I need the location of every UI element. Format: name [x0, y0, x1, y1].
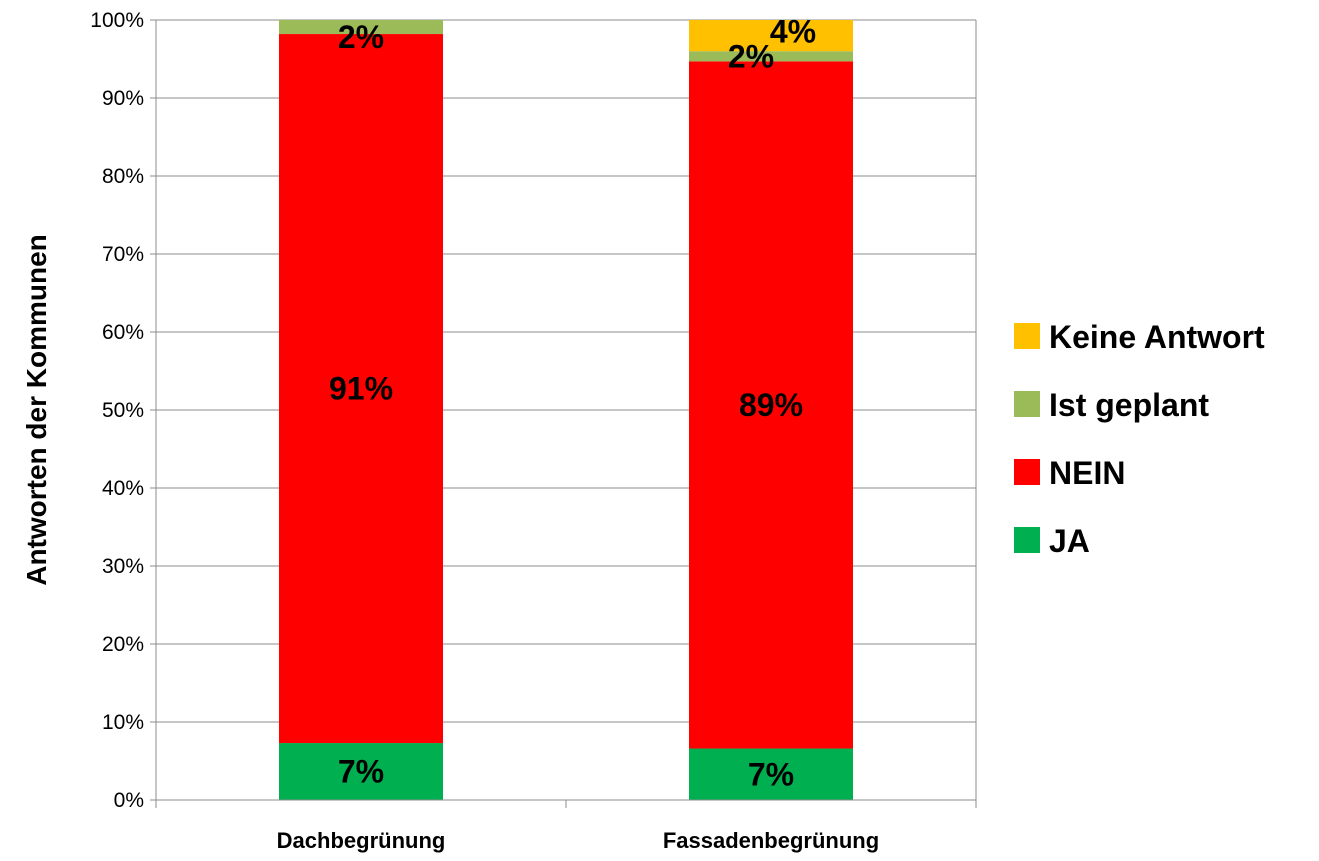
bar-segment-ja [689, 748, 853, 800]
data-label: 4% [770, 14, 816, 50]
bar-segment-ja [279, 743, 443, 800]
y-tick-label: 50% [102, 399, 144, 422]
y-tick-label: 30% [102, 555, 144, 578]
data-label: 91% [329, 371, 393, 407]
bar-segment-ist-geplant [689, 51, 853, 62]
legend: Keine Antwort Ist geplant NEIN JA [1014, 319, 1265, 559]
legend-label: NEIN [1049, 455, 1125, 491]
data-labels: 7%91%2%7%89%2%4% [329, 14, 816, 793]
legend-swatch [1014, 459, 1040, 485]
legend-swatch [1014, 391, 1040, 417]
legend-swatch [1014, 527, 1040, 553]
category-label: Dachbegrünung [277, 828, 446, 853]
y-tick-label: 20% [102, 633, 144, 656]
bar-segment-keine-antwort [689, 20, 853, 52]
y-tick-label: 100% [90, 9, 144, 32]
data-label: 2% [338, 19, 384, 55]
data-label: 7% [748, 756, 794, 792]
axes [150, 19, 977, 808]
data-label: 7% [338, 754, 384, 790]
y-axis-label: Antworten der Kommunen [21, 234, 52, 586]
y-tick-label: 60% [102, 321, 144, 344]
y-tick-label: 90% [102, 87, 144, 110]
y-tick-label: 40% [102, 477, 144, 500]
bars [279, 20, 853, 800]
y-tick-labels: 0% 10% 20% 30% 40% 50% 60% 70% 80% 90% 100% [90, 9, 144, 812]
y-tick-label: 10% [102, 711, 144, 734]
legend-label: Ist geplant [1049, 387, 1209, 423]
category-label: Fassadenbegrünung [663, 828, 879, 853]
y-tick-label: 80% [102, 165, 144, 188]
legend-label: Keine Antwort [1049, 319, 1265, 355]
data-label: 2% [728, 38, 774, 74]
bar-segment-nein [279, 34, 443, 744]
legend-swatch [1014, 323, 1040, 349]
legend-label: JA [1049, 523, 1090, 559]
y-tick-label: 0% [114, 789, 144, 812]
bar-segment-ist-geplant [279, 20, 443, 35]
data-label: 89% [739, 387, 803, 423]
y-tick-label: 70% [102, 243, 144, 266]
bar-segment-nein [689, 61, 853, 749]
category-labels: Dachbegrünung Fassadenbegrünung [277, 828, 880, 853]
